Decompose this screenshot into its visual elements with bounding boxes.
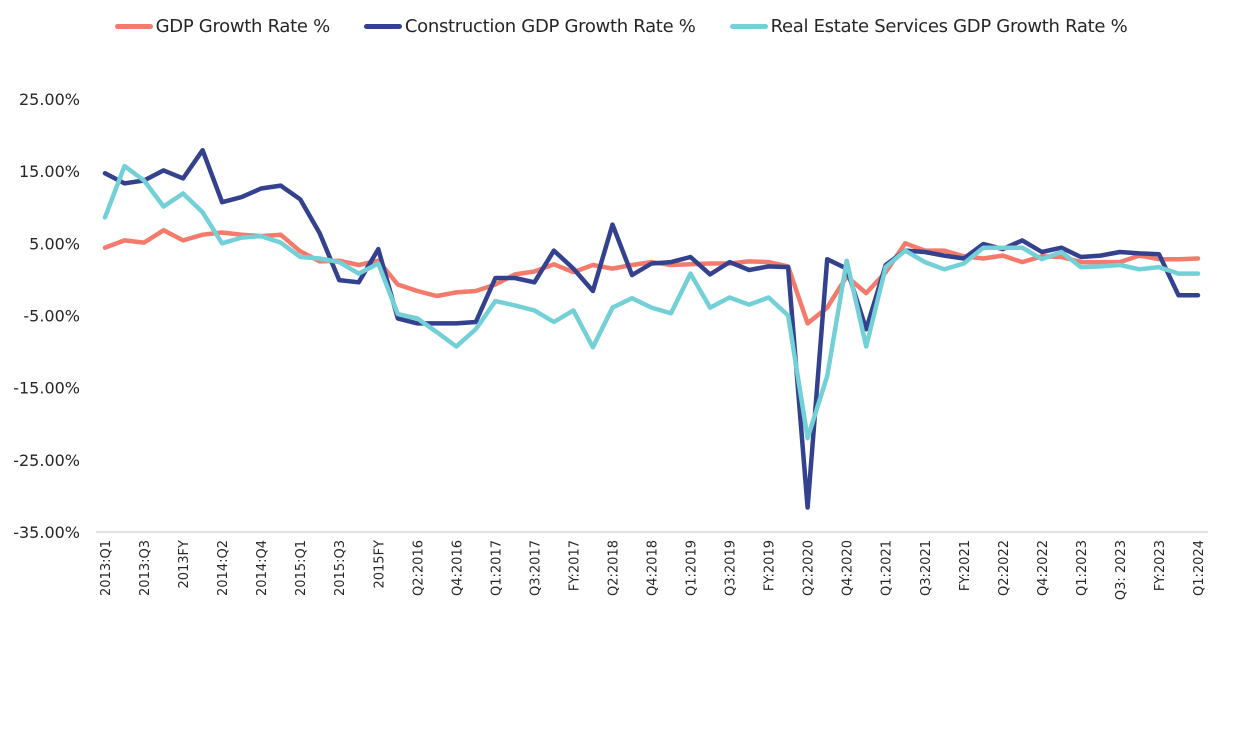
x-tick-label: 2015:Q1 <box>294 540 309 596</box>
x-tick-label: Q4:2022 <box>1036 540 1051 596</box>
x-tick-label: Q1:2024 <box>1192 540 1207 596</box>
legend-label-construction: Construction GDP Growth Rate % <box>404 16 696 37</box>
x-tick-label: 2013:Q1 <box>99 540 114 596</box>
chart-legend: GDP Growth Rate % Construction GDP Growt… <box>0 16 1242 37</box>
x-tick-label: Q4:2016 <box>450 540 465 596</box>
x-tick-label: Q3:2019 <box>724 540 739 596</box>
series-group <box>102 147 1201 510</box>
y-tick-label: 25.00% <box>19 90 80 109</box>
x-tick-label: FY:2021 <box>958 540 973 591</box>
series-line-construction <box>102 147 1201 510</box>
x-tick-label: Q3:2017 <box>528 540 543 596</box>
y-tick-label: -25.00% <box>13 451 80 470</box>
x-tick-label: 2014:Q2 <box>216 540 231 596</box>
legend-swatch-construction <box>363 24 402 29</box>
x-tick-label: 2014:Q4 <box>255 540 270 596</box>
y-tick-label: 5.00% <box>29 234 80 253</box>
x-tick-label: 2013FY <box>177 540 192 589</box>
x-tick-label: FY:2017 <box>567 540 582 591</box>
x-tick-label: 2015FY <box>372 540 387 589</box>
x-tick-label: Q1:2021 <box>880 540 895 596</box>
legend-label-gdp: GDP Growth Rate % <box>155 16 331 37</box>
x-axis: 2013:Q1 2013:Q3 2013FY 2014:Q2 2014:Q4 2015:Q… <box>99 540 1207 600</box>
y-tick-label: -15.00% <box>13 379 80 398</box>
x-tick-label: 2015:Q3 <box>333 540 348 596</box>
legend-swatch-gdp <box>114 24 153 29</box>
x-tick-label: Q1:2019 <box>685 540 700 596</box>
x-tick-label: Q4:2020 <box>841 540 856 596</box>
x-tick-label: Q3: 2023 <box>1114 540 1129 600</box>
y-axis: 25.00% 15.00% 5.00% -5.00% -15.00% -25.00% -35… <box>13 90 80 542</box>
x-tick-label: Q3:2021 <box>919 540 934 596</box>
legend-item-construction[interactable]: Construction GDP Growth Rate % <box>363 16 696 37</box>
y-tick-label: -35.00% <box>13 523 80 542</box>
legend-item-gdp[interactable]: GDP Growth Rate % <box>114 16 331 37</box>
legend-label-real-estate: Real Estate Services GDP Growth Rate % <box>770 16 1128 37</box>
x-tick-label: 2013:Q3 <box>138 540 153 596</box>
legend-item-real-estate[interactable]: Real Estate Services GDP Growth Rate % <box>729 16 1128 37</box>
x-tick-label: FY:2019 <box>763 540 778 591</box>
x-tick-label: Q4:2018 <box>646 540 661 596</box>
y-tick-label: 15.00% <box>19 162 80 181</box>
y-tick-label: -5.00% <box>23 307 80 326</box>
x-tick-label: Q1:2017 <box>489 540 504 596</box>
x-tick-label: FY:2023 <box>1153 540 1168 591</box>
legend-swatch-real-estate <box>729 24 768 29</box>
x-tick-label: Q2:2022 <box>997 540 1012 596</box>
x-tick-label: Q2:2018 <box>606 540 621 596</box>
series-line-real-estate <box>102 163 1201 441</box>
x-tick-label: Q1:2023 <box>1075 540 1090 596</box>
x-tick-label: Q2:2016 <box>411 540 426 596</box>
x-tick-label: Q2:2020 <box>802 540 817 596</box>
